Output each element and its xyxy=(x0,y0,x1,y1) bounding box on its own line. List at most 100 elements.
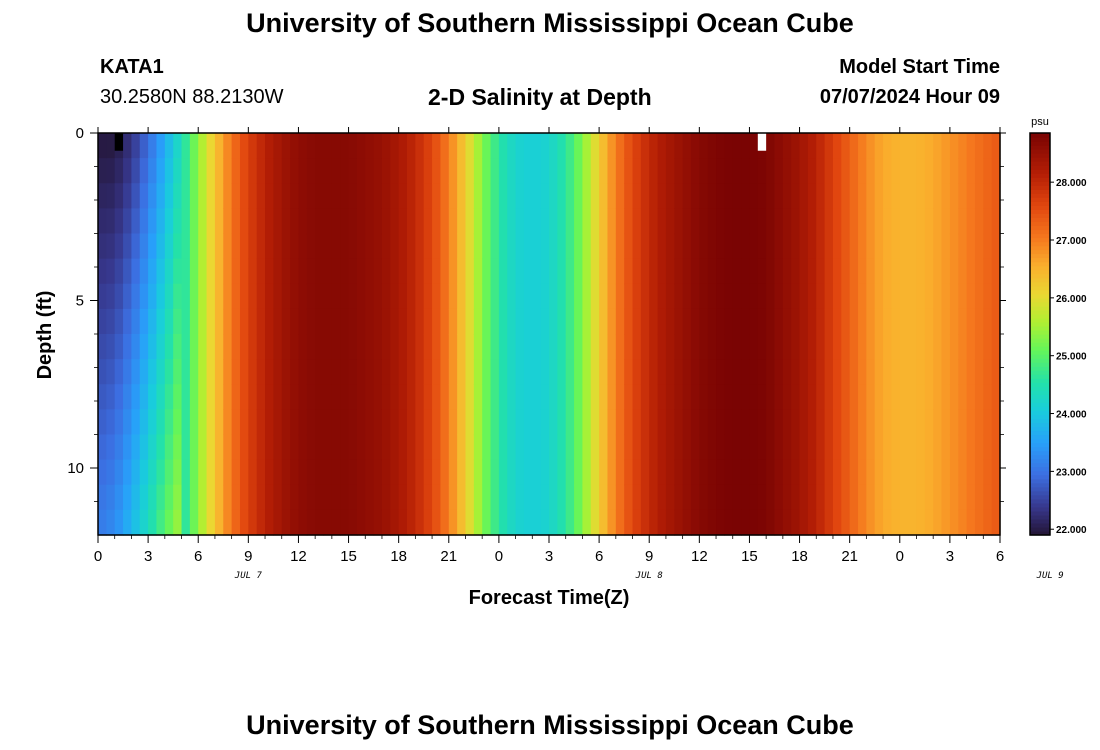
colorbar-segment xyxy=(1030,313,1050,319)
heatmap-cell xyxy=(523,308,533,335)
heatmap-cell xyxy=(490,308,500,335)
heatmap-cell xyxy=(849,459,859,486)
heatmap-cell xyxy=(732,359,742,385)
heatmap-cell xyxy=(473,334,483,360)
heatmap-cell xyxy=(891,484,901,511)
colorbar-segment xyxy=(1030,462,1050,468)
heatmap-cell xyxy=(732,409,742,436)
heatmap-cell xyxy=(540,258,550,285)
heatmap-cell xyxy=(649,158,659,184)
heatmap-cell xyxy=(432,308,442,335)
heatmap-cell xyxy=(841,434,851,461)
heatmap-cell xyxy=(98,359,107,385)
heatmap-cell xyxy=(206,233,216,260)
heatmap-cell xyxy=(223,384,233,410)
heatmap-cell xyxy=(131,334,141,360)
heatmap-cell xyxy=(365,334,375,360)
heatmap-cell xyxy=(966,384,976,410)
heatmap-cell xyxy=(958,459,968,486)
x-tick-label: 9 xyxy=(645,548,653,565)
heatmap-cell xyxy=(239,308,249,335)
heatmap-cell xyxy=(440,158,450,184)
heatmap-cell xyxy=(206,133,216,159)
heatmap-cell xyxy=(724,308,734,335)
x-tick-label: 18 xyxy=(791,548,808,565)
heatmap-cell xyxy=(966,158,976,184)
heatmap-cell xyxy=(649,133,659,159)
heatmap-cell xyxy=(916,258,926,285)
colorbar-segment xyxy=(1030,229,1050,235)
heatmap-cell xyxy=(807,459,817,486)
heatmap-cell xyxy=(507,258,517,285)
heatmap-cell xyxy=(532,233,542,260)
heatmap-cell xyxy=(432,509,442,536)
heatmap-cell xyxy=(256,509,266,536)
heatmap-cell xyxy=(540,208,550,235)
heatmap-cell xyxy=(649,334,659,360)
heatmap-cell xyxy=(156,183,166,209)
heatmap-cell xyxy=(858,308,867,335)
heatmap-cell xyxy=(615,509,625,536)
heatmap-cell xyxy=(949,233,959,260)
heatmap-cell xyxy=(281,158,291,184)
heatmap-cell xyxy=(290,233,300,260)
colorbar-segment xyxy=(1030,490,1050,496)
heatmap-cell xyxy=(331,384,341,410)
heatmap-cell xyxy=(924,208,934,235)
heatmap-cell xyxy=(298,459,308,486)
heatmap-cell xyxy=(565,384,575,410)
heatmap-cell xyxy=(265,183,274,209)
heatmap-cell xyxy=(482,409,492,436)
heatmap-cell xyxy=(323,459,333,486)
heatmap-cell xyxy=(206,308,216,335)
heatmap-cell xyxy=(657,459,667,486)
heatmap-cell xyxy=(348,509,358,536)
heatmap-cell xyxy=(707,359,717,385)
heatmap-cell xyxy=(281,434,291,461)
colorbar-segment xyxy=(1030,378,1050,383)
heatmap-cell xyxy=(557,233,567,260)
heatmap-cell xyxy=(189,233,199,260)
heatmap-cell xyxy=(749,434,759,461)
colorbar-segment xyxy=(1030,141,1050,146)
heatmap-cell xyxy=(741,459,751,486)
heatmap-cell xyxy=(415,334,425,360)
heatmap-cell xyxy=(173,334,183,360)
heatmap-cell xyxy=(515,308,525,335)
heatmap-cell xyxy=(365,183,375,209)
heatmap-cell xyxy=(106,434,116,461)
heatmap-cell xyxy=(457,283,467,310)
heatmap-cell xyxy=(824,233,834,260)
heatmap-cell xyxy=(916,484,926,511)
heatmap-cell xyxy=(590,158,600,184)
heatmap-cell xyxy=(674,208,684,235)
heatmap-cell xyxy=(432,384,442,410)
heatmap-cell xyxy=(256,133,266,159)
heatmap-cell xyxy=(615,308,625,335)
heatmap-cell xyxy=(273,359,283,385)
heatmap-cell xyxy=(148,283,158,310)
heatmap-cell xyxy=(824,258,834,285)
heatmap-cell xyxy=(148,158,158,184)
heatmap-cell xyxy=(148,459,158,486)
heatmap-cell xyxy=(716,509,725,536)
heatmap-cell xyxy=(239,133,249,159)
heatmap-cell xyxy=(732,384,742,410)
heatmap-cell xyxy=(440,208,450,235)
heatmap-cell xyxy=(123,384,133,410)
heatmap-cell xyxy=(340,308,350,335)
colorbar-segment xyxy=(1030,197,1050,202)
heatmap-cell xyxy=(674,359,684,385)
heatmap-cell xyxy=(407,158,416,184)
heatmap-cell xyxy=(148,409,158,436)
heatmap-cell xyxy=(858,484,867,511)
heatmap-cell xyxy=(440,484,450,511)
heatmap-cell xyxy=(574,334,584,360)
heatmap-cell xyxy=(315,158,325,184)
heatmap-cell xyxy=(549,183,558,209)
heatmap-cell xyxy=(239,384,249,410)
heatmap-cell xyxy=(306,359,316,385)
heatmap-cell xyxy=(874,459,884,486)
heatmap-cell xyxy=(674,409,684,436)
